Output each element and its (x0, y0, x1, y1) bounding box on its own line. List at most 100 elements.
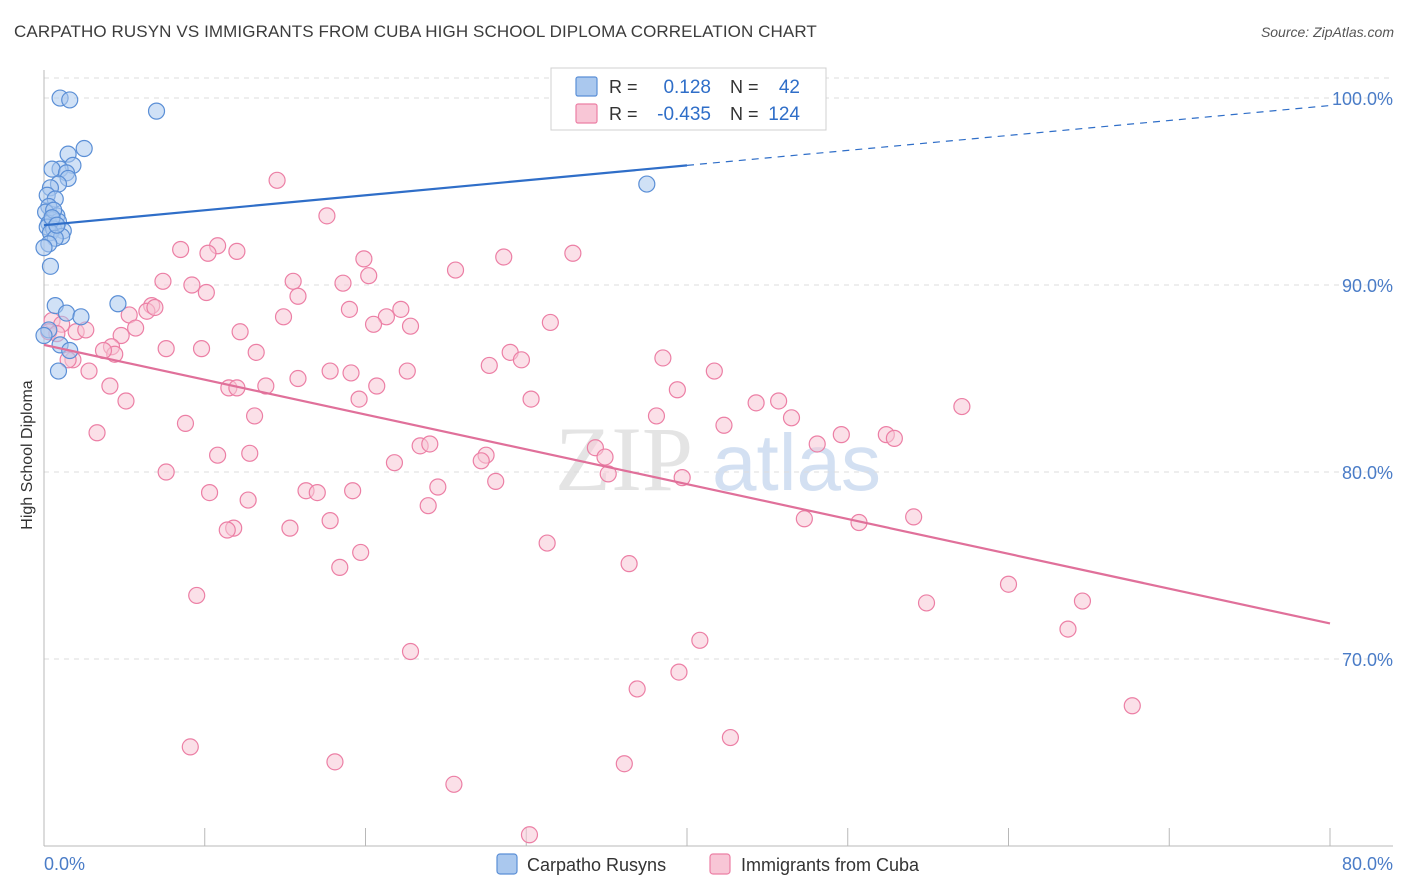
series-legend-label-pink: Immigrants from Cuba (741, 855, 920, 875)
legend-r-value-blue: 0.128 (663, 77, 711, 98)
data-point (101, 377, 119, 395)
data-point (446, 261, 465, 279)
data-point (321, 512, 339, 530)
data-point (80, 362, 98, 380)
data-point (638, 175, 656, 193)
data-point (181, 738, 199, 756)
data-point (541, 313, 559, 332)
data-point (596, 448, 614, 466)
y-tick-labels: 70.0% 80.0% 90.0% 100.0% (1332, 89, 1393, 670)
chart-title: CARPATHO RUSYN VS IMMIGRANTS FROM CUBA H… (14, 22, 817, 41)
x-ticks (204, 828, 1331, 846)
data-point (670, 663, 688, 681)
series-legend-swatch-blue (496, 853, 518, 875)
data-point (480, 356, 498, 375)
data-point (172, 240, 190, 259)
data-point (1059, 620, 1077, 638)
y-tick-label: 70.0% (1342, 650, 1393, 670)
data-point (905, 508, 923, 526)
data-point (228, 242, 246, 260)
data-point (472, 452, 490, 470)
data-point (331, 558, 349, 576)
data-point (599, 465, 617, 483)
data-point (654, 349, 672, 367)
data-point (445, 775, 463, 793)
data-point (360, 267, 378, 285)
data-point (782, 409, 801, 427)
data-point (392, 300, 410, 318)
data-point (157, 340, 175, 358)
legend-r-label-blue: R = (609, 77, 638, 97)
data-point (289, 287, 307, 305)
data-point (885, 429, 903, 447)
y-tick-label: 80.0% (1342, 463, 1393, 483)
data-point (368, 377, 386, 395)
watermark-atlas: atlas (712, 418, 881, 507)
data-point (917, 594, 936, 612)
data-point (421, 435, 439, 453)
legend-n-label-pink: N = (730, 104, 759, 124)
data-point (197, 283, 215, 302)
data-point (620, 555, 638, 573)
data-point (239, 491, 257, 509)
legend-n-value-blue: 42 (779, 77, 800, 98)
data-point (326, 753, 344, 771)
stats-legend: R = 0.128 N = 42 R = -0.435 N = 124 (550, 67, 827, 131)
watermark-zip: ZIP (555, 408, 693, 510)
data-point (520, 826, 539, 844)
data-point (747, 394, 765, 412)
data-point (334, 274, 352, 292)
data-point (340, 300, 359, 318)
data-point (41, 257, 60, 275)
data-point (385, 454, 404, 472)
data-point (364, 315, 383, 333)
data-point (832, 426, 850, 444)
data-point (419, 497, 437, 515)
data-point (209, 446, 227, 464)
data-point (43, 160, 61, 178)
data-point (284, 272, 302, 290)
data-point (88, 424, 106, 442)
data-point (268, 171, 286, 189)
data-point (188, 586, 206, 605)
data-point (721, 728, 740, 747)
data-point (615, 755, 633, 773)
data-point (344, 482, 362, 500)
data-point (512, 351, 531, 369)
y-tick-label: 100.0% (1332, 89, 1393, 109)
legend-swatch-pink (575, 103, 598, 124)
data-point (770, 392, 788, 410)
x-tick-label-end: 80.0% (1342, 854, 1393, 874)
x-tick-label-start: 0.0% (44, 854, 85, 874)
data-point (127, 319, 145, 337)
data-point (628, 680, 646, 698)
data-point (668, 381, 686, 399)
data-point (245, 407, 264, 425)
data-point (487, 472, 505, 490)
source-credit: Source: ZipAtlas.com (1260, 24, 1394, 40)
data-point (401, 317, 420, 335)
data-point (705, 362, 723, 380)
legend-swatch-blue (575, 76, 598, 97)
data-point (377, 308, 395, 326)
series-immigrants-from-cuba (40, 171, 1141, 844)
data-point (350, 390, 368, 408)
watermark: ZIP atlas (555, 408, 881, 510)
data-point (401, 642, 420, 661)
legend-n-label-blue: N = (730, 77, 759, 97)
data-point (109, 295, 127, 313)
data-point (200, 483, 219, 502)
series-legend: Carpatho Rusyns Immigrants from Cuba (496, 853, 920, 875)
data-point (35, 326, 53, 345)
data-point (147, 102, 166, 120)
data-point (117, 392, 135, 410)
series-carpatho-rusyns (35, 89, 656, 380)
data-point (72, 308, 90, 326)
data-point (808, 435, 826, 453)
data-point (564, 244, 582, 262)
data-point (241, 444, 259, 462)
data-point (342, 364, 360, 382)
data-point (154, 272, 172, 290)
data-point (199, 244, 217, 262)
